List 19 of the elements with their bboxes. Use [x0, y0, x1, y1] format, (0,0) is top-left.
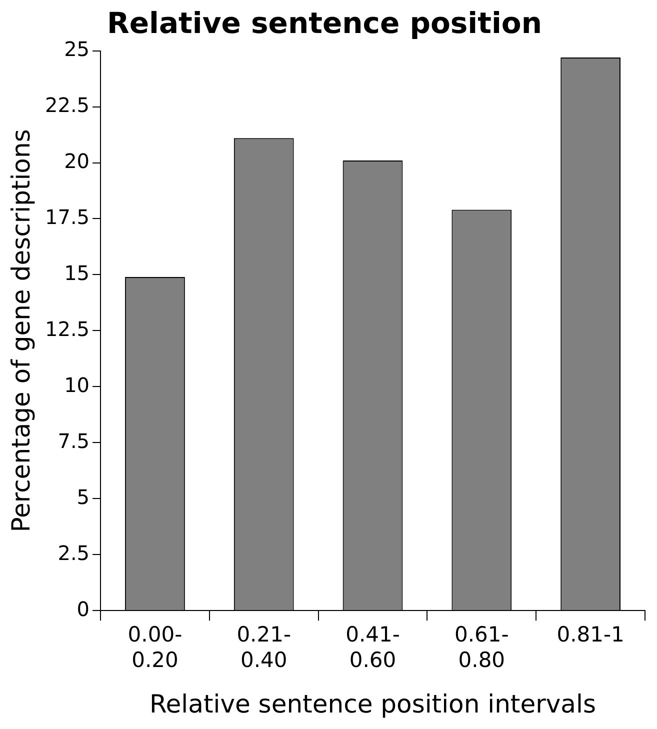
y-axis-title: Percentage of gene descriptions — [6, 129, 36, 532]
y-tick-label: 17.5 — [45, 204, 90, 229]
y-tick-label: 0 — [76, 596, 90, 621]
x-tick-label: 0.21-0.40 — [236, 622, 292, 672]
x-tick-label: 0.81-1 — [556, 622, 624, 647]
x-tick-label: 0.41-0.60 — [346, 622, 400, 672]
x-axis-title: Relative sentence position intervals — [150, 690, 596, 718]
x-tick-label: 0.00-0.20 — [128, 622, 182, 672]
y-tick-label: 25 — [64, 37, 90, 62]
x-tick-label: 0.61-0.80 — [454, 622, 509, 672]
y-tick-label: 5 — [76, 484, 90, 509]
y-tick-label: 10 — [64, 372, 90, 397]
y-tick-label: 15 — [64, 260, 90, 285]
chart-title: Relative sentence position — [107, 6, 542, 40]
y-tick-label: 20 — [64, 148, 90, 173]
y-tick-label: 12.5 — [45, 316, 90, 341]
y-tick-label: 7.5 — [58, 428, 90, 453]
y-tick-label: 22.5 — [45, 92, 90, 117]
y-tick-label: 2.5 — [58, 540, 90, 565]
